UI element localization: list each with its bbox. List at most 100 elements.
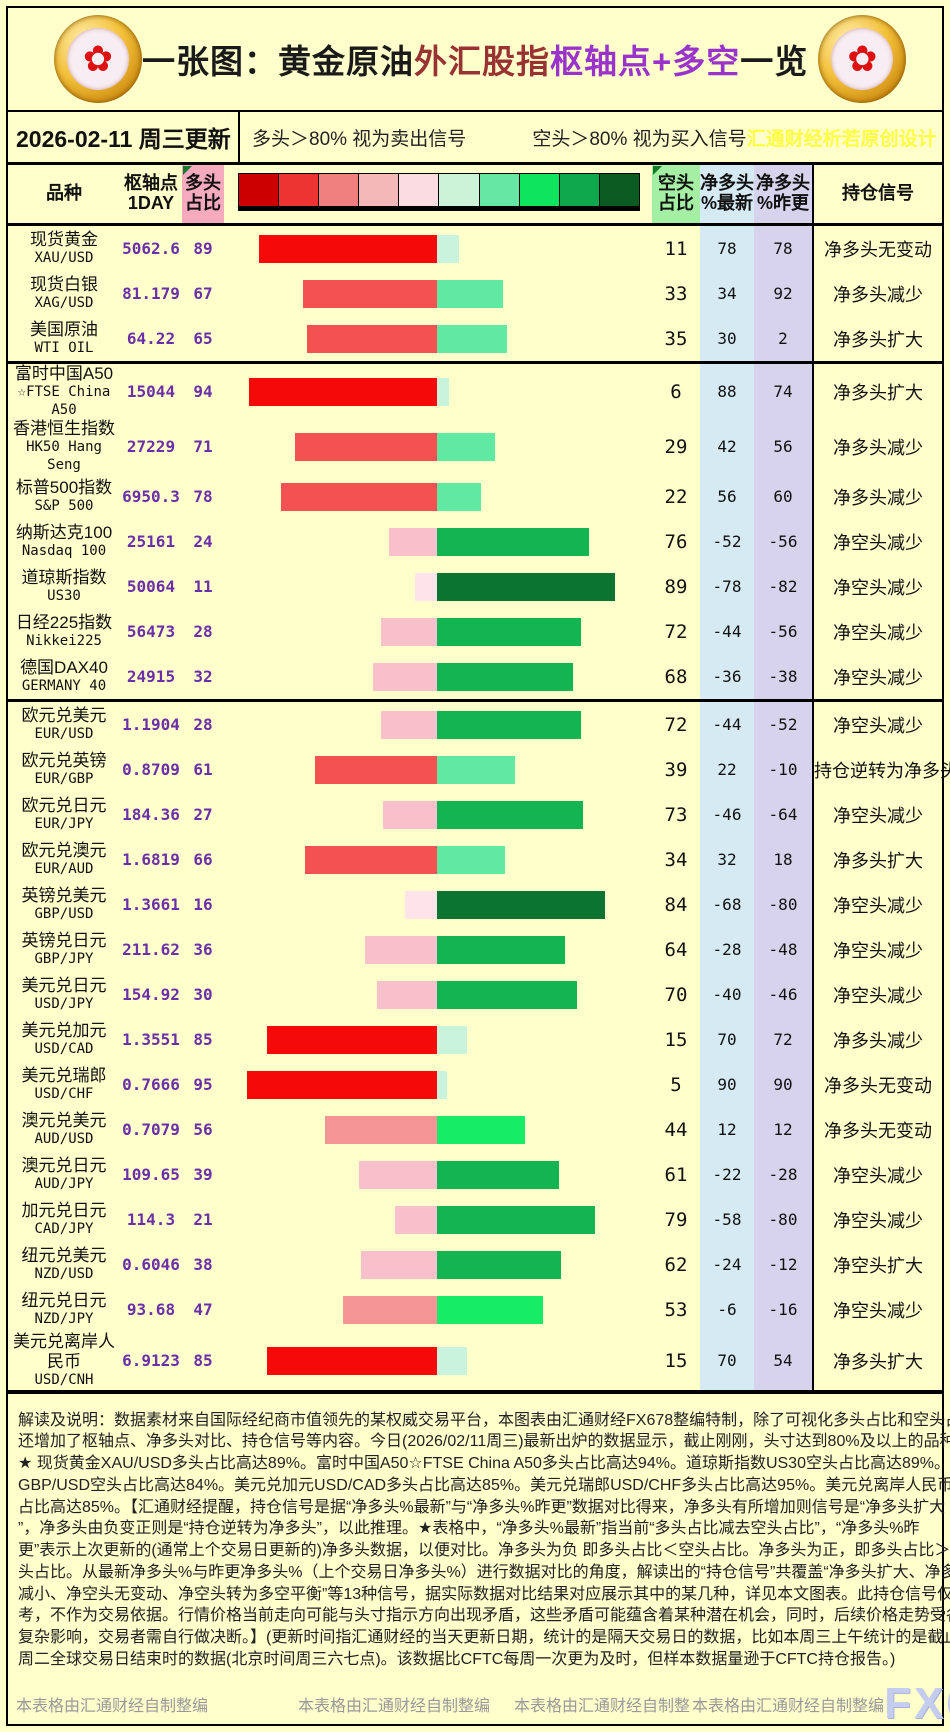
pivot-value: 15044: [126, 382, 176, 402]
long-bar: [373, 662, 437, 691]
short-bar: [437, 377, 449, 406]
net-long-latest-value: 42: [700, 419, 754, 475]
pivot-value: 0.8709: [122, 760, 180, 780]
long-short-bar: [224, 564, 652, 609]
long-short-bar: [224, 226, 652, 271]
explanation-line: 减小、净空头无变动、净空头转为多空平衡”等13种信号，据实际数据对比结果对应展示…: [18, 1585, 950, 1603]
net-long-prev-value: 78: [754, 226, 812, 271]
long-ratio-value: 85: [193, 1351, 213, 1371]
plum-blossom-icon: ✿: [67, 28, 129, 90]
long-short-bar: [224, 654, 652, 699]
comment-corner-icon: [183, 166, 192, 175]
long-ratio-value: 89: [193, 239, 213, 258]
net-long-latest-value: 56: [700, 474, 754, 520]
long-ratio-value: 85: [193, 1030, 213, 1050]
pivot-value: 114.3: [126, 1210, 176, 1230]
short-ratio-value: 39: [664, 758, 688, 781]
short-bar: [437, 1025, 467, 1054]
title-seg-0: 一张图：黄金原油: [142, 43, 414, 80]
symbol-cell: 欧元兑英镑 EUR/GBP: [21, 750, 107, 787]
long-short-bar: [224, 1287, 652, 1332]
long-short-bar: [224, 519, 652, 564]
long-bar: [361, 1250, 437, 1279]
section-divider: [8, 699, 942, 703]
long-bar: [359, 1160, 437, 1189]
long-short-bar: [224, 1197, 652, 1242]
long-ratio-value: 47: [193, 1300, 213, 1320]
position-signal: 净空头减少: [812, 1152, 942, 1198]
long-short-bar: [224, 702, 652, 747]
short-bar: [437, 1205, 595, 1234]
net-long-latest-value: -78: [700, 564, 754, 610]
short-bar: [437, 1346, 467, 1375]
explanation-line: 占比高达85%。【汇通财经提醒，持仓信号是据“净多头%最新”与“净多头%昨更”数…: [18, 1498, 946, 1516]
symbol-cell: 香港恒生指数 HK50 Hang Seng: [13, 419, 115, 473]
position-signal: 净多头扩大: [812, 1332, 942, 1390]
legend-labels: 多头＞80% 视为卖出信号 空头＞80% 视为买入信号: [240, 112, 747, 162]
short-ratio-value: 5: [670, 1073, 682, 1096]
pivot-value: 0.7666: [122, 1075, 180, 1095]
long-bar: [415, 572, 437, 601]
symbol-cell: 日经225指数 Nikkei225: [15, 612, 113, 649]
long-short-bar: [224, 316, 652, 361]
pivot-value: 154.92: [122, 985, 180, 1005]
position-signal: 净多头扩大: [812, 316, 942, 361]
long-bar: [383, 800, 437, 829]
short-bar: [437, 935, 565, 964]
symbol-cell: 欧元兑美元 EUR/USD: [21, 705, 107, 742]
short-bar: [437, 1115, 525, 1144]
short-bar: [437, 1295, 543, 1324]
net-long-latest-value: -68: [700, 882, 754, 928]
pivot-value: 0.6046: [122, 1255, 180, 1275]
explanation-line: 周二全球交易日结束时的数据(北京时间周三六七点)。该数据比CFTC每周一次更为及…: [18, 1650, 896, 1668]
long-short-bar: [224, 1017, 652, 1062]
symbol-cell: 美元兑日元 USD/JPY: [21, 975, 107, 1012]
table-row: 澳元兑日元 AUD/JPY 109.65 39 61 -22 -28 净空头减少: [8, 1152, 942, 1198]
pivot-value: 1.6819: [122, 850, 180, 870]
symbol-cell: 英镑兑日元 GBP/JPY: [21, 930, 107, 967]
frame: ✿ 一张图：黄金原油外汇股指枢轴点+多空一览 ✿ 2026-02-11 周三更新…: [6, 6, 950, 1728]
table-row: 纽元兑日元 NZD/JPY 93.68 47 53 -6 -16 净空头减少: [8, 1287, 942, 1333]
position-signal: 净空头减少: [812, 972, 942, 1018]
long-short-bar: [224, 927, 652, 972]
explanation-line: 更”表示上次更新的(通常上个交易日更新的)净多头数据，以便对比。净多头为负 即多…: [18, 1542, 950, 1560]
table-row: 美元兑日元 USD/JPY 154.92 30 70 -40 -46 净空头减少: [8, 972, 942, 1018]
long-bar: [259, 234, 437, 263]
long-bar: [305, 845, 437, 874]
short-bar: [437, 662, 573, 691]
short-ratio-value: 72: [664, 620, 688, 643]
header-symbol: 品种: [46, 183, 82, 204]
short-bar: [437, 755, 515, 784]
table-row: 澳元兑美元 AUD/USD 0.7079 56 44 12 12 净多头无变动: [8, 1107, 942, 1153]
position-signal: 净多头减少: [812, 419, 942, 475]
short-ratio-value: 15: [664, 1349, 688, 1372]
position-signal: 净多头减少: [812, 271, 942, 316]
position-signal: 净多头无变动: [812, 1107, 942, 1153]
table-row: 欧元兑美元 EUR/USD 1.1904 28 72 -44 -52 净空头减少: [8, 702, 942, 748]
page-title: 一张图：黄金原油外汇股指枢轴点+多空一览: [142, 35, 808, 83]
table-row: 美元兑离岸人 民币 USD/CNH 6.9123 85 15 70 54 净多头扩大: [8, 1332, 942, 1390]
table-row: 富时中国A50 ☆FTSE China A50 15044 94 6 88 74 净多头扩大: [8, 364, 942, 420]
short-ratio-value: 33: [664, 282, 688, 305]
symbol-cell: 纽元兑日元 NZD/JPY: [21, 1290, 107, 1327]
position-signal: 净空头扩大: [812, 1242, 942, 1288]
legend-short-note: 空头＞80% 视为买入信号: [532, 128, 747, 150]
net-long-prev-value: 2: [754, 316, 812, 361]
explanation-line: ”，净多头由负变正则是“持仓逆转为净多头”，以此推理。★表格中，“净多头%最新”…: [18, 1520, 920, 1538]
net-long-prev-value: -10: [754, 747, 812, 793]
logo-coin-right: ✿: [818, 15, 907, 103]
long-short-bar: [224, 271, 652, 316]
short-ratio-value: 61: [664, 1163, 688, 1186]
position-signal: 净多头扩大: [812, 364, 942, 420]
explanation-line: 解读及说明：数据素材来自国际经纪商市值领先的某权威交易平台，本图表由汇通财经FX…: [18, 1411, 950, 1429]
position-signal: 净多头减少: [812, 474, 942, 520]
position-signal: 净空头减少: [812, 1197, 942, 1243]
table-row: 现货白银 XAG/USD 81.179 67 33 34 92 净多头减少: [8, 271, 942, 316]
logo-coin-left: ✿: [54, 15, 142, 103]
pivot-value: 1.1904: [122, 715, 180, 735]
symbol-cell: 英镑兑美元 GBP/USD: [21, 885, 107, 922]
net-long-prev-value: -80: [754, 1197, 812, 1243]
short-bar: [437, 710, 581, 739]
title-seg-2: 枢轴点+多空: [550, 43, 741, 80]
net-long-latest-value: -44: [700, 609, 754, 655]
